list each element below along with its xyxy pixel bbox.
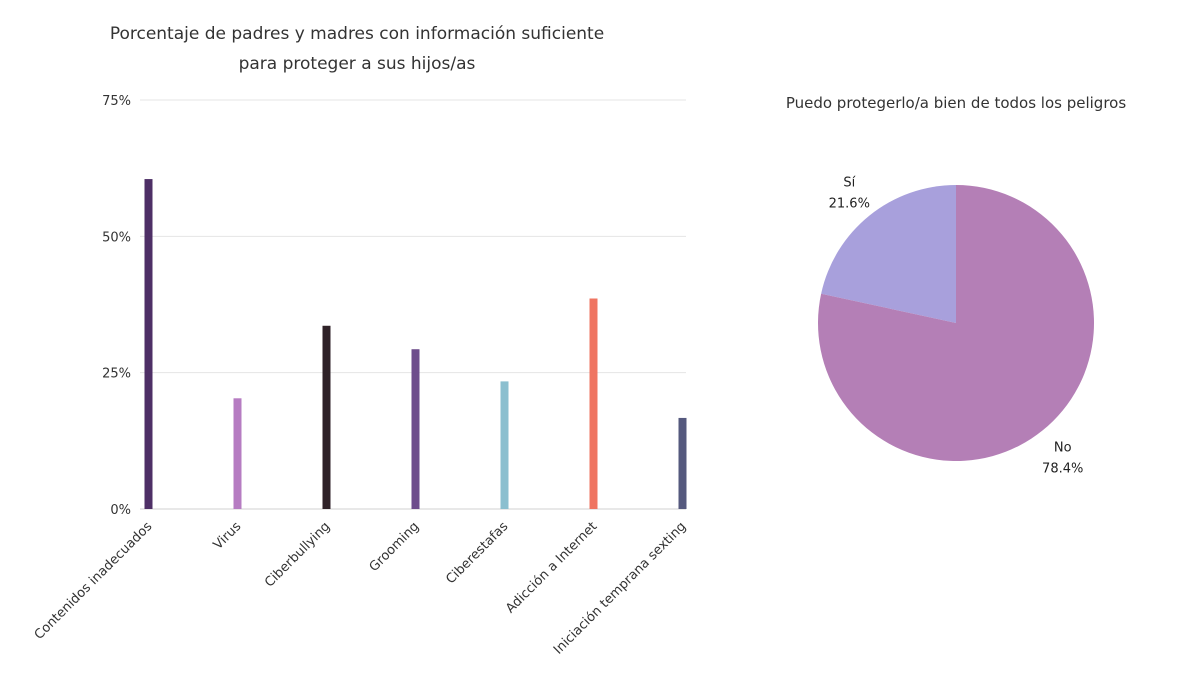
- bar: [322, 325, 331, 509]
- pie-slice-label: No: [1054, 440, 1072, 455]
- x-tick-label: Adicción a Internet: [503, 519, 600, 616]
- x-tick-label: Grooming: [367, 519, 423, 575]
- bar: [589, 298, 598, 509]
- x-tick-label: Virus: [211, 519, 245, 553]
- pie-slices: [818, 185, 1094, 461]
- pie-labels: Sí 21.6% No 78.4%: [829, 176, 1084, 477]
- pie-slice: [821, 185, 956, 323]
- y-tick-label: 0%: [110, 503, 131, 518]
- bar-chart: Porcentaje de padres y madres con inform…: [32, 24, 690, 658]
- bar: [500, 381, 509, 509]
- x-axis-labels: Contenidos inadecuados Virus Ciberbullying…: [32, 519, 690, 657]
- bar: [144, 179, 153, 509]
- bar-chart-title-line-1: Porcentaje de padres y madres con inform…: [110, 24, 604, 44]
- pie-slice: [818, 185, 1094, 461]
- y-tick-label: 25%: [102, 367, 131, 382]
- x-tick-label: Contenidos inadecuados: [32, 519, 156, 643]
- bars: [144, 179, 687, 509]
- pie-slice-value-label: 78.4%: [1042, 461, 1083, 476]
- bar: [233, 398, 242, 509]
- y-tick-label: 50%: [102, 230, 131, 245]
- x-tick-label: Ciberbullying: [262, 519, 333, 590]
- bar: [411, 349, 420, 509]
- y-tick-label: 75%: [102, 94, 131, 109]
- x-tick-label: Ciberestafas: [443, 519, 511, 587]
- pie-slice-label: Sí: [843, 176, 855, 191]
- bar: [678, 417, 687, 509]
- y-axis-ticks: 0% 25% 50% 75%: [102, 94, 131, 518]
- pie-chart-title: Puedo protegerlo/a bien de todos los pel…: [786, 94, 1127, 112]
- pie-slice-value-label: 21.6%: [829, 197, 870, 212]
- pie-chart: Puedo protegerlo/a bien de todos los pel…: [786, 94, 1127, 476]
- bar-chart-title-line-2: para proteger a sus hijos/as: [239, 54, 476, 74]
